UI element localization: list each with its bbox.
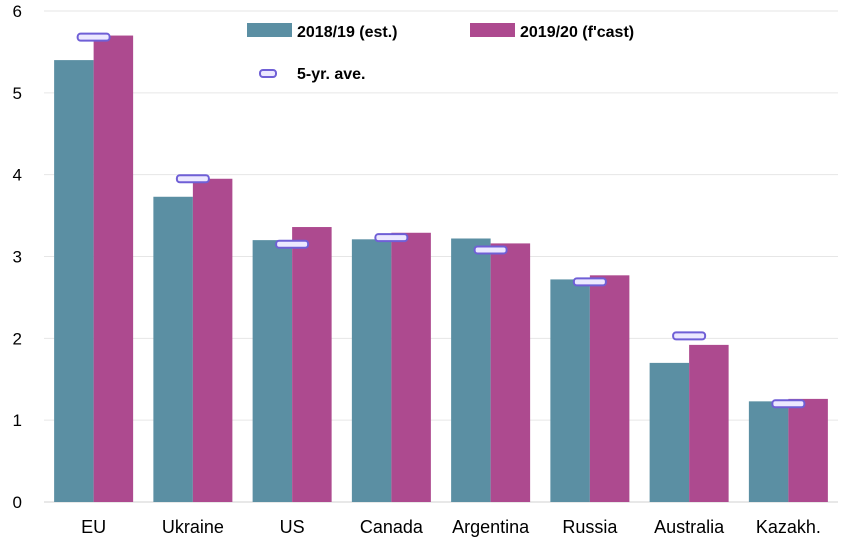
avg-marker-eu — [76, 32, 111, 42]
legend-label-5yr-ave: 5-yr. ave. — [297, 66, 366, 83]
y-tick-label: 5 — [13, 84, 22, 103]
x-tick-label: Australia — [654, 517, 725, 537]
bar-2019-20-australia — [689, 344, 729, 502]
y-tick-label: 1 — [13, 411, 22, 430]
bar-2019-20-argentina — [490, 243, 531, 502]
x-tick-label: US — [280, 517, 305, 537]
legend-label-2018-19: 2018/19 (est.) — [297, 24, 398, 41]
legend-swatch-2019-20 — [470, 23, 515, 37]
bar-2018-19-russia — [550, 279, 590, 502]
bar-2018-19-australia — [649, 362, 690, 502]
avg-marker-argentina — [473, 245, 508, 255]
avg-marker-kazakh — [771, 399, 806, 409]
bar-2019-20-us — [292, 227, 332, 503]
y-tick-label: 3 — [13, 248, 22, 267]
bar-2019-20-canada — [391, 232, 431, 503]
avg-marker-russia — [572, 277, 607, 287]
avg-marker-canada — [374, 233, 409, 243]
bar-2018-19-ukraine — [153, 196, 193, 503]
unit-label: mt — [44, 0, 63, 2]
bar-2019-20-eu — [93, 35, 134, 503]
x-axis: EU Ukraine US Canada Argentina Russia Australi… — [81, 517, 821, 537]
y-tick-label: 6 — [13, 2, 22, 21]
bar-2019-20-russia — [589, 275, 630, 502]
y-tick-label: 0 — [13, 493, 22, 512]
x-tick-label: Kazakh. — [756, 517, 821, 537]
x-tick-label: Argentina — [452, 517, 530, 537]
legend-label-2019-20: 2019/20 (f'cast) — [520, 24, 634, 41]
legend-marker-5yr-ave — [259, 69, 277, 78]
avg-marker-us — [275, 239, 310, 249]
bar-2019-20-ukraine — [192, 178, 233, 502]
bar-2018-19-us — [252, 240, 293, 502]
legend: 2018/19 (est.) 2019/20 (f'cast) 5-yr. av… — [247, 23, 634, 83]
legend-swatch-2018-19 — [247, 23, 292, 37]
bar-2018-19-canada — [351, 239, 392, 502]
avg-marker-ukraine — [175, 174, 210, 184]
x-tick-label: EU — [81, 517, 106, 537]
bar-2019-20-kazakh — [788, 398, 828, 502]
x-tick-label: Russia — [562, 517, 618, 537]
y-tick-label: 4 — [13, 166, 22, 185]
bar-2018-19-argentina — [451, 238, 491, 502]
bars — [54, 35, 828, 503]
bar-2018-19-eu — [54, 60, 94, 502]
average-markers — [76, 32, 806, 409]
y-axis: 0 1 2 3 4 5 6 — [13, 2, 22, 512]
avg-marker-australia — [672, 331, 707, 341]
bar-2018-19-kazakh — [748, 401, 789, 502]
x-tick-label: Ukraine — [162, 517, 224, 537]
x-tick-label: Canada — [360, 517, 424, 537]
y-tick-label: 2 — [13, 329, 22, 348]
